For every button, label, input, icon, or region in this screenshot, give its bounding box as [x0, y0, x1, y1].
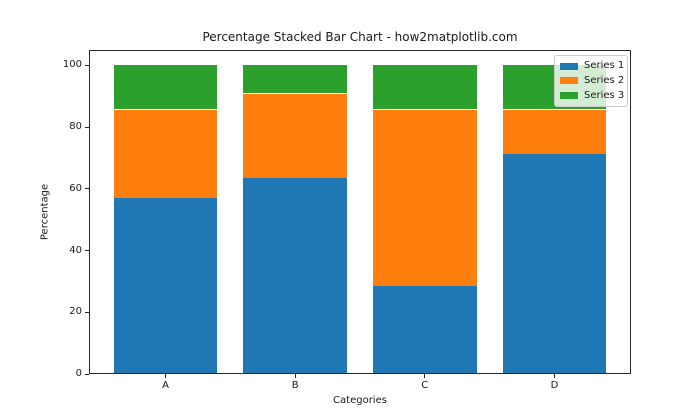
- legend-swatch-series-1-icon: [560, 62, 578, 70]
- legend-label-series-3: Series 3: [584, 89, 625, 101]
- x-tick-mark-B: [294, 374, 296, 378]
- bar-segment-D-series-2: [502, 109, 607, 154]
- bar-segment-B-series-2: [243, 93, 347, 178]
- x-tick-mark-C: [424, 374, 426, 378]
- y-tick-mark-20: [85, 311, 89, 313]
- bar-segment-D-series-1: [502, 153, 607, 374]
- bar-segment-C-series-2: [373, 109, 477, 286]
- x-axis-label: Categories: [333, 395, 387, 406]
- bar-segment-C-series-3: [373, 65, 477, 110]
- bar-segment-C-series-1: [373, 285, 477, 374]
- x-tick-label-B: B: [291, 380, 299, 391]
- bar-segment-A-series-3: [113, 65, 218, 110]
- x-tick-mark-A: [165, 374, 166, 378]
- legend: Series 1 Series 2 Series 3: [554, 55, 628, 107]
- y-tick-label-60: 60: [69, 182, 82, 194]
- x-tick-label-A: A: [162, 380, 169, 391]
- chart-title: Percentage Stacked Bar Chart - how2matpl…: [202, 30, 518, 44]
- y-tick-label-80: 80: [69, 121, 82, 133]
- legend-row-series-1: Series 1: [560, 59, 625, 73]
- bar-segment-B-series-3: [243, 65, 347, 94]
- y-tick-mark-80: [85, 126, 89, 128]
- bar-segment-B-series-1: [243, 177, 347, 374]
- legend-label-series-2: Series 2: [584, 74, 625, 86]
- legend-row-series-2: Series 2: [560, 74, 625, 88]
- y-tick-label-0: 0: [75, 368, 82, 379]
- y-tick-mark-40: [85, 250, 89, 252]
- y-tick-mark-0: [85, 373, 89, 375]
- legend-swatch-series-3-icon: [560, 92, 578, 100]
- y-tick-mark-100: [85, 64, 89, 66]
- y-tick-label-100: 100: [62, 59, 82, 71]
- x-tick-mark-D: [554, 374, 555, 378]
- x-tick-label-C: C: [421, 380, 429, 391]
- y-tick-mark-60: [85, 188, 89, 190]
- y-tick-label-20: 20: [69, 306, 82, 318]
- legend-swatch-series-2-icon: [560, 77, 578, 85]
- bar-segment-A-series-1: [113, 197, 218, 374]
- x-tick-label-D: D: [550, 380, 559, 391]
- y-tick-label-40: 40: [69, 244, 82, 256]
- legend-row-series-3: Series 3: [560, 89, 625, 103]
- bar-segment-A-series-2: [113, 109, 218, 198]
- legend-label-series-1: Series 1: [584, 60, 625, 72]
